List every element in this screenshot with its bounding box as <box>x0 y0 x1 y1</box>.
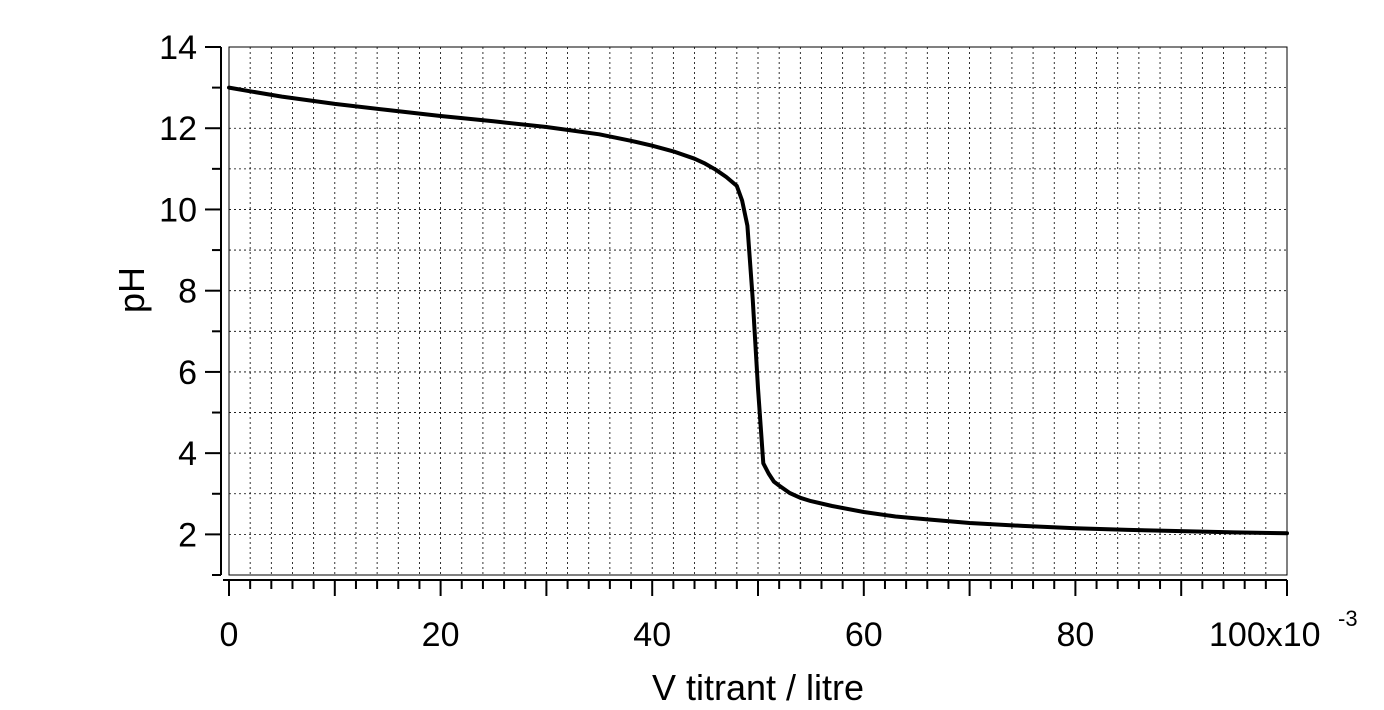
y-axis-label: pH <box>111 267 152 313</box>
x-tick-label: 80 <box>1056 616 1094 654</box>
x-exponent-label: -3 <box>1338 606 1358 631</box>
x-tick-label: 40 <box>633 616 671 654</box>
x-tick-label: 100x10 <box>1209 616 1321 654</box>
tick-labels: 0 20 40 60 80 100x10 -3 2 4 6 8 10 12 14 <box>159 29 1357 654</box>
plot-frame <box>228 46 1288 576</box>
x-tick-label: 0 <box>220 616 239 654</box>
axes <box>205 46 1288 596</box>
x-tick-label: 60 <box>845 616 883 654</box>
y-tick-label: 4 <box>178 435 197 473</box>
y-tick-label: 10 <box>159 191 197 229</box>
y-tick-label: 2 <box>178 516 197 554</box>
y-tick-label: 14 <box>159 29 197 67</box>
x-tick-label: 20 <box>422 616 460 654</box>
y-tick-label: 6 <box>178 354 197 392</box>
grid-lines <box>228 46 1288 576</box>
y-tick-label: 8 <box>178 273 197 311</box>
series-line <box>227 85 1289 536</box>
y-tick-label: 12 <box>159 110 197 148</box>
x-axis-label: V titrant / litre <box>652 667 864 708</box>
